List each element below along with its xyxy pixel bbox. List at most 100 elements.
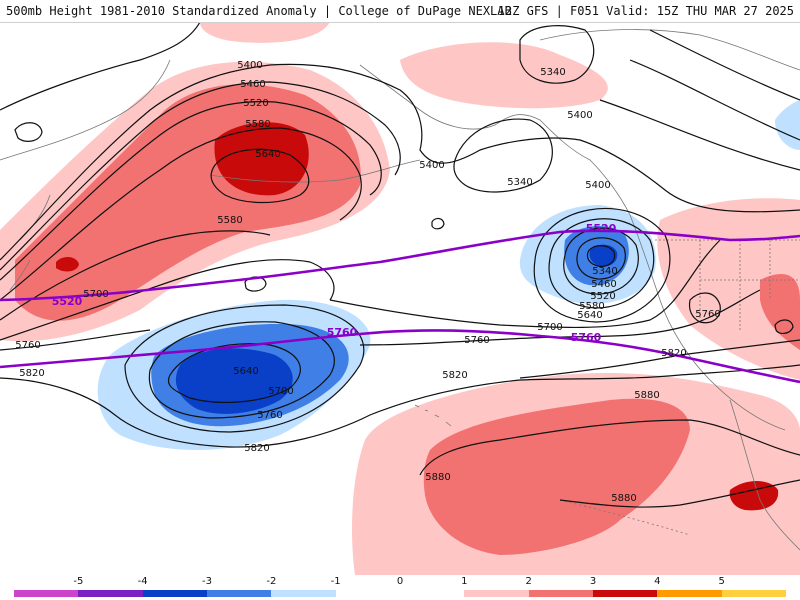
colorbar-tick-label: 4 <box>654 576 661 587</box>
coastline-north-america <box>629 214 786 431</box>
contour-label: 5400 <box>419 160 444 171</box>
colorbar-segment <box>721 590 787 597</box>
colorbar-tick-label: 1 <box>461 576 468 587</box>
contour-label: 5880 <box>634 390 659 401</box>
highlight-contour-label: 5520 <box>586 222 617 235</box>
contour-label: 5820 <box>244 443 269 454</box>
contour-5640-low-central <box>167 343 301 403</box>
map-header: 500mb Height 1981-2010 Standardized Anom… <box>0 0 800 23</box>
state-borders <box>699 240 800 330</box>
contour-label: 5460 <box>240 79 265 90</box>
highlight-contours <box>0 229 800 384</box>
contour-small-ring-us <box>774 319 794 334</box>
contour-5760-east <box>359 289 761 346</box>
colorbar-segment <box>593 590 658 597</box>
contour-low-ring-4 <box>548 218 655 309</box>
coastline-mexico <box>729 399 800 551</box>
colorbar-segment <box>142 590 208 597</box>
contour-label: 5460 <box>591 279 616 290</box>
negative-anomaly-low-center <box>589 244 618 267</box>
colorbar-tick-label: 2 <box>525 576 532 587</box>
contour-label: 5820 <box>19 368 44 379</box>
contour-canada-upper-3 <box>649 29 800 101</box>
contour-5340-alaska <box>453 118 553 193</box>
contour-label: 5400 <box>567 110 592 121</box>
colorbar-segment <box>207 590 272 597</box>
contour-label: 5820 <box>442 370 467 381</box>
contour-label: 5640 <box>233 366 258 377</box>
height-contours <box>0 22 800 508</box>
colorbar-tick-label: -5 <box>73 576 84 587</box>
contour-5580-north <box>0 127 362 301</box>
anomaly-shading <box>0 22 800 575</box>
strong-positive-anomaly-subtropical <box>729 481 779 511</box>
colorbar: -5 -4 -3 -2 -1 0 1 2 3 4 5 <box>0 575 800 600</box>
map-title: 500mb Height 1981-2010 Standardized Anom… <box>6 4 512 18</box>
contour-5460 <box>0 81 401 271</box>
positive-anomaly-north-top <box>200 22 330 43</box>
highlight-contour-5520 <box>0 229 800 302</box>
colorbar-segment <box>657 590 723 597</box>
contour-nw-arc <box>0 22 201 111</box>
colorbar-segment <box>78 590 144 597</box>
negative-anomaly-canada <box>775 100 800 150</box>
strong-positive-anomaly-aleutians <box>214 122 309 196</box>
coastline-siberia <box>0 59 171 161</box>
coastline-canada-north <box>539 29 800 71</box>
contour-label: 5580 <box>245 119 270 130</box>
contour-label: 5880 <box>611 493 636 504</box>
colorbar-segment <box>271 590 337 597</box>
contour-small-ring-alaska <box>431 217 445 230</box>
colorbar-tick-label: 3 <box>589 576 597 587</box>
highlight-contour-label: 5760 <box>327 326 358 339</box>
contour-5340-canada <box>519 25 595 84</box>
coastline-aleutians <box>209 159 421 183</box>
highlight-contour-5760 <box>0 329 800 384</box>
contour-label: 5820 <box>661 348 686 359</box>
contour-5640-high <box>210 148 310 204</box>
contour-5700 <box>0 259 335 341</box>
positive-anomaly-alaska <box>400 42 608 109</box>
contour-label: 5400 <box>237 60 262 71</box>
contour-5580-south <box>0 230 271 321</box>
colorbar-tick-label: -3 <box>202 576 212 587</box>
colorbar-tick-label: 5 <box>718 576 725 587</box>
colorbar-scale <box>14 590 787 597</box>
colorbar-tick-label: 0 <box>396 576 404 587</box>
contour-label: 5520 <box>243 98 268 109</box>
contour-label: 5580 <box>217 215 242 226</box>
positive-anomaly-west-us <box>657 198 800 380</box>
contour-5820-west <box>0 364 800 448</box>
highlight-labels: 5520 5760 5520 5760 <box>52 222 617 344</box>
contour-label: 5520 <box>590 291 615 302</box>
highlight-contour-label: 5520 <box>52 295 83 308</box>
contour-5760-us <box>688 292 721 324</box>
anomaly-map: 5400 5460 5520 5580 5640 5580 5700 5760 5820 5640… <box>0 22 800 575</box>
contour-label: 5700 <box>268 386 293 397</box>
contour-label: 5640 <box>255 149 280 160</box>
contour-label: 5880 <box>425 472 450 483</box>
contour-low-ring-5 <box>533 207 671 323</box>
colorbar-segment <box>400 590 465 597</box>
colorbar-segment <box>528 590 594 597</box>
contour-label: 5400 <box>585 180 610 191</box>
contour-label: 5760 <box>464 335 489 346</box>
contour-5880-east <box>559 479 800 508</box>
contour-low-ring-3 <box>563 227 639 295</box>
contour-5880-west <box>419 419 800 476</box>
contour-label: 5340 <box>540 67 565 78</box>
model-valid-time: 12Z GFS | F051 Valid: 15Z THU MAR 27 202… <box>497 4 794 18</box>
colorbar-tick-label: -4 <box>137 576 148 587</box>
colorbar-tick-label: -1 <box>330 576 341 587</box>
colorbar-tick-label: -2 <box>266 576 277 587</box>
contour-5760-low-central <box>124 304 365 433</box>
contour-canada-upper-1 <box>629 59 800 141</box>
contour-label: 5760 <box>695 309 720 320</box>
highlight-contour-label: 5760 <box>571 331 602 344</box>
contour-5760-west <box>0 329 151 351</box>
contour-5700-east <box>329 239 721 329</box>
hawaii-islands <box>414 404 452 427</box>
contour-small-ring-west <box>14 122 43 142</box>
